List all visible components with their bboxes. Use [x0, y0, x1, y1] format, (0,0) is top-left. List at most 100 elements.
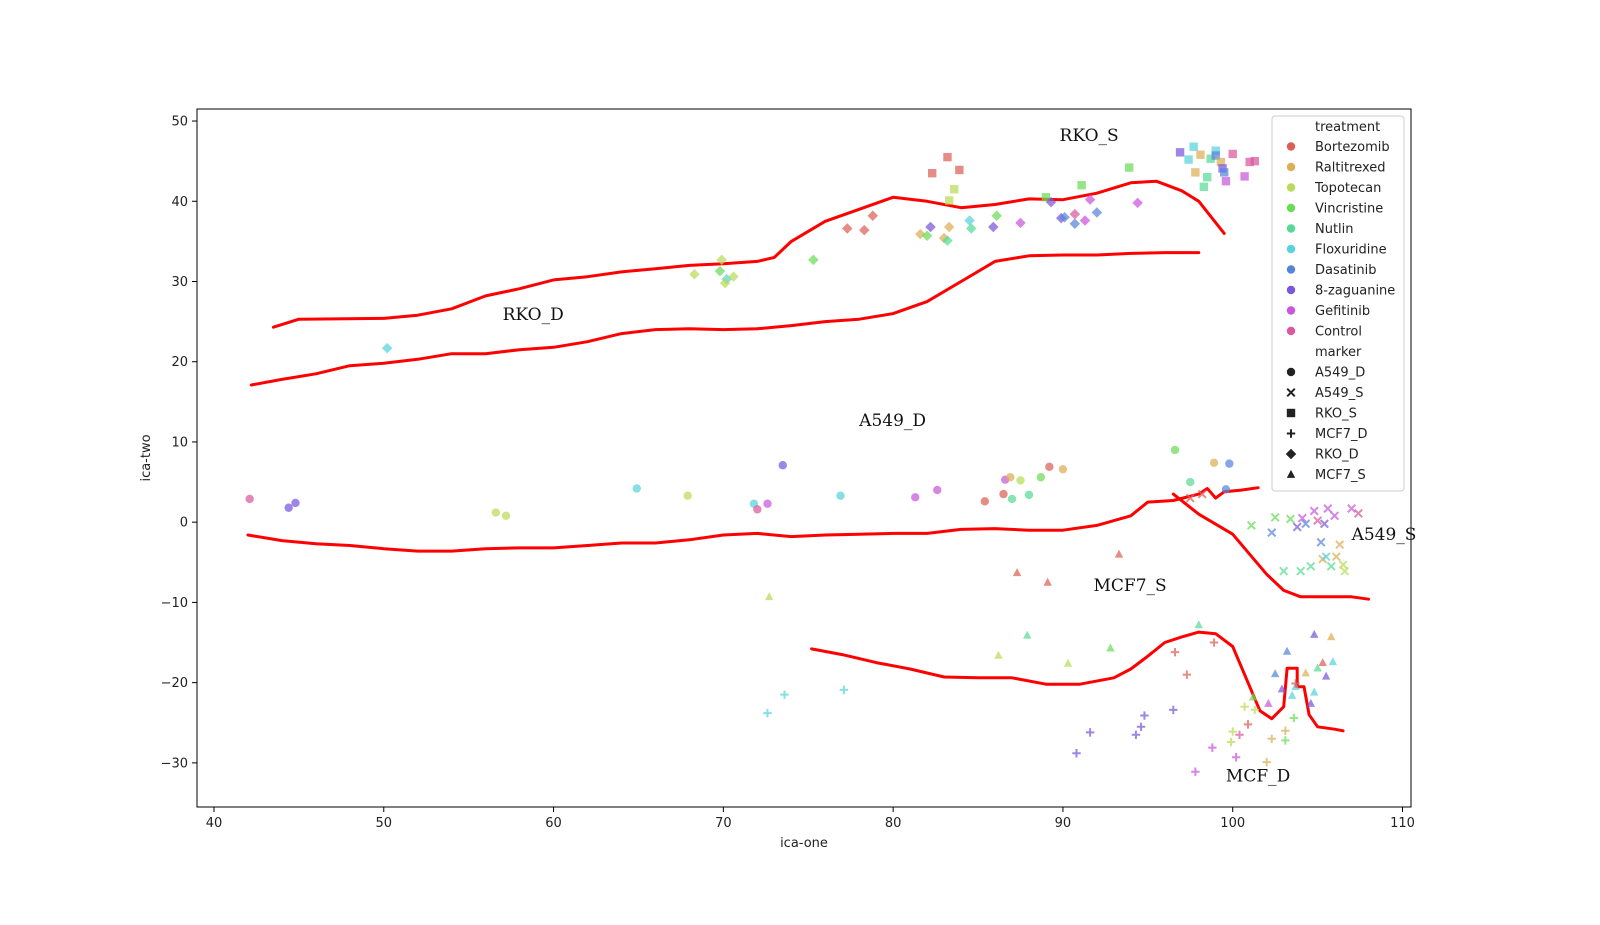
y-tick-label: 0	[180, 516, 188, 531]
data-point-mcf7-s	[1248, 692, 1258, 701]
data-point-mcf7-s	[994, 650, 1003, 659]
legend-label: RKO_D	[1315, 448, 1359, 463]
data-point-rko-d	[1079, 215, 1091, 226]
x-tick-label: 100	[1220, 816, 1245, 831]
legend-marker-swatch	[1286, 429, 1296, 438]
data-point-a549-d	[245, 494, 254, 504]
data-point-mcf7-s	[1043, 577, 1052, 586]
legend-swatch	[1286, 306, 1296, 315]
boundary-lines	[246, 179, 1371, 733]
data-point-a549-s	[1323, 504, 1333, 514]
data-point-a549-d	[1225, 459, 1234, 468]
data-point-mcf7-s	[1321, 671, 1331, 680]
data-point-mcf7-d	[1140, 711, 1149, 720]
data-point-rko-d	[988, 221, 999, 233]
data-point-rko-s	[1184, 155, 1193, 164]
data-point-a549-s	[1331, 552, 1341, 562]
data-point-rko-d	[1091, 207, 1103, 218]
boundary-a549-s-mcf7-s	[1171, 492, 1371, 601]
x-axis-label: ica-one	[780, 836, 828, 851]
data-point-rko-d	[925, 221, 936, 233]
data-point-rko-d	[1015, 217, 1026, 229]
legend-label: A549_D	[1315, 366, 1365, 381]
data-point-rko-s	[944, 196, 954, 205]
data-point-a549-s	[1338, 560, 1348, 570]
data-point-a549-s	[1301, 519, 1311, 529]
legend-marker-swatch	[1286, 367, 1296, 377]
legend-swatch	[1286, 162, 1296, 172]
data-point-rko-s	[1240, 172, 1249, 181]
data-point-rko-s	[1211, 151, 1220, 160]
annotation-mcf7-s: MCF7_S	[1093, 576, 1166, 596]
data-point-a549-d	[1007, 494, 1017, 504]
data-point-a549-s	[1316, 537, 1326, 547]
data-point-rko-d	[1059, 212, 1070, 223]
data-point-a549-d	[999, 489, 1008, 499]
data-point-a549-d	[980, 497, 990, 506]
legend-swatch	[1286, 203, 1296, 213]
data-point-rko-d	[719, 277, 731, 289]
y-axis-ticks: 50 40 30 20 10 0 −10 −20 −30	[161, 115, 197, 771]
legend-marker-swatch	[1285, 448, 1297, 460]
data-point-rko-s	[1211, 146, 1220, 155]
x-tick-label: 90	[1055, 816, 1072, 831]
data-point-a549-s	[1297, 513, 1307, 523]
data-point-rko-d	[728, 271, 739, 282]
data-point-mcf7-d	[1169, 705, 1178, 715]
data-point-mcf7-d	[1231, 753, 1241, 762]
data-point-a549-d	[1221, 485, 1231, 494]
data-point-rko-d	[716, 254, 727, 266]
y-tick-label: 50	[171, 115, 188, 130]
data-point-a549-s	[1267, 528, 1277, 538]
legend-marker-title: marker	[1315, 345, 1362, 360]
data-point-mcf7-d	[1240, 702, 1249, 711]
data-point-mcf7-d	[1072, 749, 1081, 758]
legend-label: A549_S	[1315, 386, 1363, 401]
data-point-a549-d	[1024, 490, 1034, 500]
data-point-rko-d	[921, 230, 933, 242]
data-point-a549-d	[753, 505, 762, 514]
data-point-rko-d	[964, 215, 975, 226]
data-point-mcf7-s	[1313, 663, 1322, 672]
data-point-a549-d	[1058, 465, 1068, 474]
data-point-mcf7-d	[1291, 679, 1300, 688]
data-point-a549-s	[1330, 511, 1340, 521]
data-point-a549-s	[1279, 566, 1289, 576]
data-point-mcf7-s	[1310, 629, 1319, 638]
data-points	[245, 142, 1363, 776]
data-point-rko-s	[1196, 150, 1205, 159]
annotation-a549-s: A549_S	[1351, 525, 1417, 545]
data-point-rko-s	[1199, 182, 1209, 192]
data-point-a549-d	[284, 503, 293, 512]
y-tick-label: −10	[161, 596, 188, 611]
data-point-a549-d	[683, 491, 692, 500]
data-point-mcf7-d	[1228, 727, 1237, 736]
data-point-mcf7-d	[763, 708, 772, 718]
data-point-mcf7-s	[1310, 687, 1319, 696]
data-point-rko-s	[1245, 157, 1254, 167]
legend-entries: Bortezomib Raltitrexed Topotecan Vincristin…	[1285, 140, 1395, 483]
data-point-a549-d	[1170, 445, 1180, 455]
x-tick-label: 110	[1390, 816, 1415, 831]
data-point-mcf7-s	[1318, 657, 1327, 666]
boundary-rko-d-a549-d	[249, 251, 1201, 387]
boundary-mcf7-s-d	[810, 630, 1345, 733]
data-point-rko-s	[1124, 163, 1134, 172]
legend-swatch	[1286, 244, 1296, 254]
legend-label: MCF7_D	[1315, 427, 1368, 442]
data-point-a549-s	[1270, 512, 1280, 522]
data-point-a549-d	[1209, 458, 1219, 468]
legend-label: Topotecan	[1314, 181, 1381, 196]
data-point-rko-s	[1206, 154, 1215, 163]
data-point-mcf7-s	[1282, 646, 1292, 655]
data-point-mcf7-s	[1106, 643, 1115, 652]
data-point-mcf7-s	[1287, 690, 1297, 699]
data-point-rko-d	[1045, 196, 1057, 208]
data-point-mcf7-d	[1170, 647, 1180, 657]
data-point-a549-s	[1340, 566, 1350, 576]
legend-marker-swatch	[1286, 388, 1296, 397]
data-point-a549-d	[1186, 477, 1195, 487]
legend-swatch	[1286, 285, 1296, 295]
data-point-a549-s	[1353, 508, 1363, 518]
